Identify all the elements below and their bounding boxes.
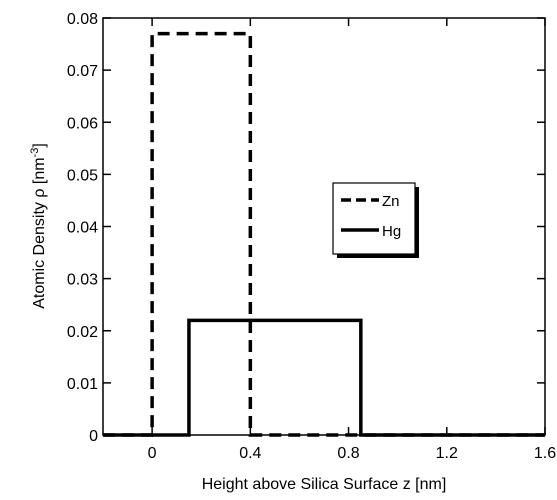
- y-label-text: Atomic Density ρ [nm: [31, 157, 48, 308]
- series-line: [103, 31, 545, 437]
- y-tick-label: 0.04: [67, 220, 98, 237]
- y-tick-label: 0.05: [67, 167, 98, 184]
- x-tick-label: 0.8: [337, 445, 359, 462]
- y-tick-label: 0.08: [67, 11, 98, 28]
- y-tick-label: 0.07: [67, 63, 98, 80]
- y-tick-label: 0.02: [67, 324, 98, 341]
- y-axis-label: Atomic Density ρ [nm-3]: [29, 143, 48, 309]
- x-tick-label: 1.6: [534, 445, 556, 462]
- y-label-sup: -3: [29, 148, 41, 158]
- x-tick-label: 0: [148, 445, 157, 462]
- legend-label: Hg: [382, 223, 401, 240]
- legend-label: Zn: [382, 193, 400, 210]
- y-tick-label: 0.06: [67, 115, 98, 132]
- y-tick-label: 0.03: [67, 272, 98, 289]
- x-tick-label: 0.4: [239, 445, 261, 462]
- plot-frame: [102, 17, 546, 436]
- x-axis-label: Height above Silica Surface z [nm]: [202, 476, 447, 493]
- series-line: [103, 318, 545, 437]
- y-label-end: ]: [31, 143, 48, 147]
- y-tick-label: 0: [89, 428, 98, 445]
- y-tick-label: 0.01: [67, 376, 98, 393]
- x-tick-label: 1.2: [436, 445, 458, 462]
- legend: [332, 182, 416, 255]
